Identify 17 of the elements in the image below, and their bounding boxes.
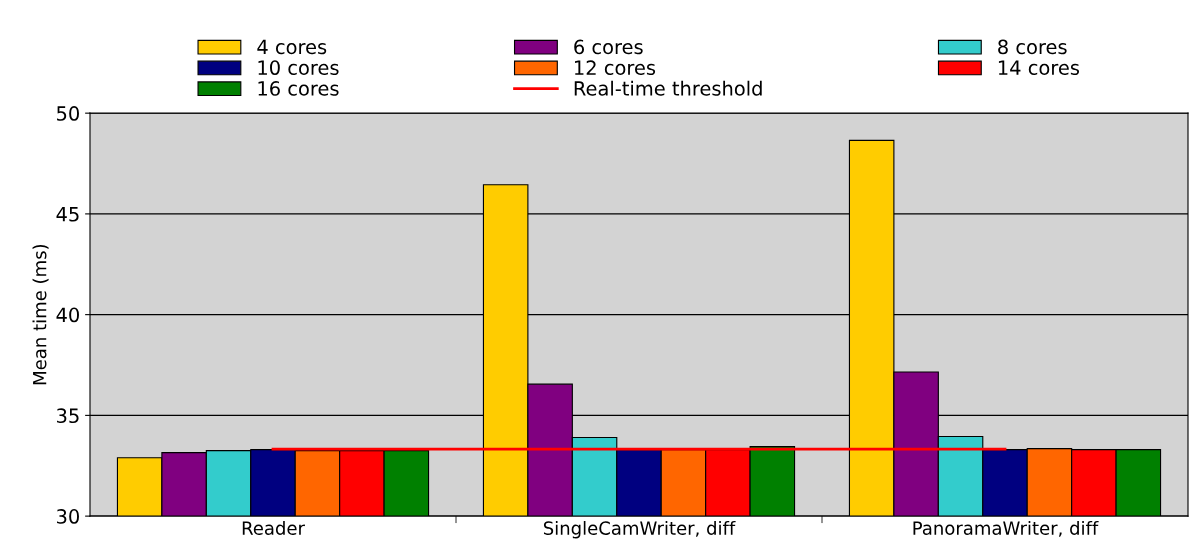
x-tick-label: PanoramaWriter, diff — [913, 520, 1099, 537]
legend-label: 10 cores — [258, 60, 339, 76]
legend-label: 8 cores — [998, 39, 1067, 55]
y-axis-title: Mean time (ms) — [32, 244, 49, 385]
y-tick-label: 30 — [57, 509, 79, 524]
legend-label: 6 cores — [574, 39, 643, 55]
y-tick-label: 35 — [57, 408, 79, 424]
y-tick-label: 50 — [57, 106, 79, 121]
legend-label: 12 cores — [575, 60, 656, 76]
y-tick-label: 40 — [56, 307, 79, 323]
x-tick-label: SingleCamWriter, diff — [543, 520, 736, 539]
y-tick-label: 45 — [56, 207, 79, 222]
legend-label: Real-time threshold — [574, 80, 762, 96]
legend-label: 16 cores — [258, 81, 339, 96]
legend-label: 14 cores — [998, 60, 1080, 76]
x-tick-label: Reader — [242, 520, 305, 535]
legend-label: 4 cores — [257, 39, 327, 55]
